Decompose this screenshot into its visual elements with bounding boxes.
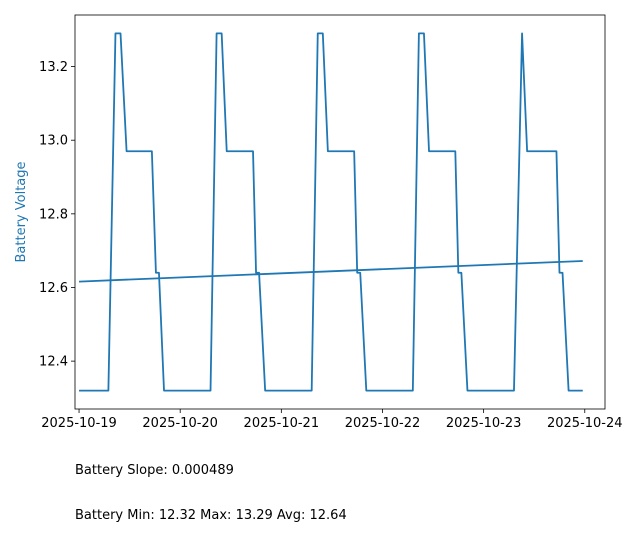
y-tick-label: 13.2 [39,60,68,75]
series-layer [79,32,583,392]
battery-minmax-text: Battery Min: 12.32 Max: 13.29 Avg: 12.64 [75,508,347,523]
trend-line [79,260,583,283]
y-axis-ticks: 12.4 12.6 12.8 13.0 13.2 [39,60,75,370]
x-axis-ticks: 2025-10-19 2025-10-20 2025-10-21 2025-10-22… [41,409,623,431]
y-tick-label: 12.6 [39,281,68,296]
voltage-series-line [79,32,583,392]
y-axis-label: Battery Voltage [14,161,29,262]
x-tick-label: 2025-10-23 [446,416,522,431]
x-tick-label: 2025-10-21 [244,416,320,431]
x-tick-label: 2025-10-22 [345,416,421,431]
x-tick-label: 2025-10-19 [41,416,117,431]
y-tick-label: 13.0 [39,134,68,149]
battery-slope-text: Battery Slope: 0.000489 [75,463,234,478]
x-tick-label: 2025-10-24 [547,416,623,431]
y-tick-label: 12.4 [39,355,68,370]
x-tick-label: 2025-10-20 [142,416,218,431]
plot-frame [74,14,606,410]
battery-voltage-chart: 2025-10-19 2025-10-20 2025-10-21 2025-10-22… [14,14,623,431]
stats-block: Battery Slope: 0.000489 Battery Min: 12.… [75,433,347,538]
y-tick-label: 12.8 [39,207,68,222]
